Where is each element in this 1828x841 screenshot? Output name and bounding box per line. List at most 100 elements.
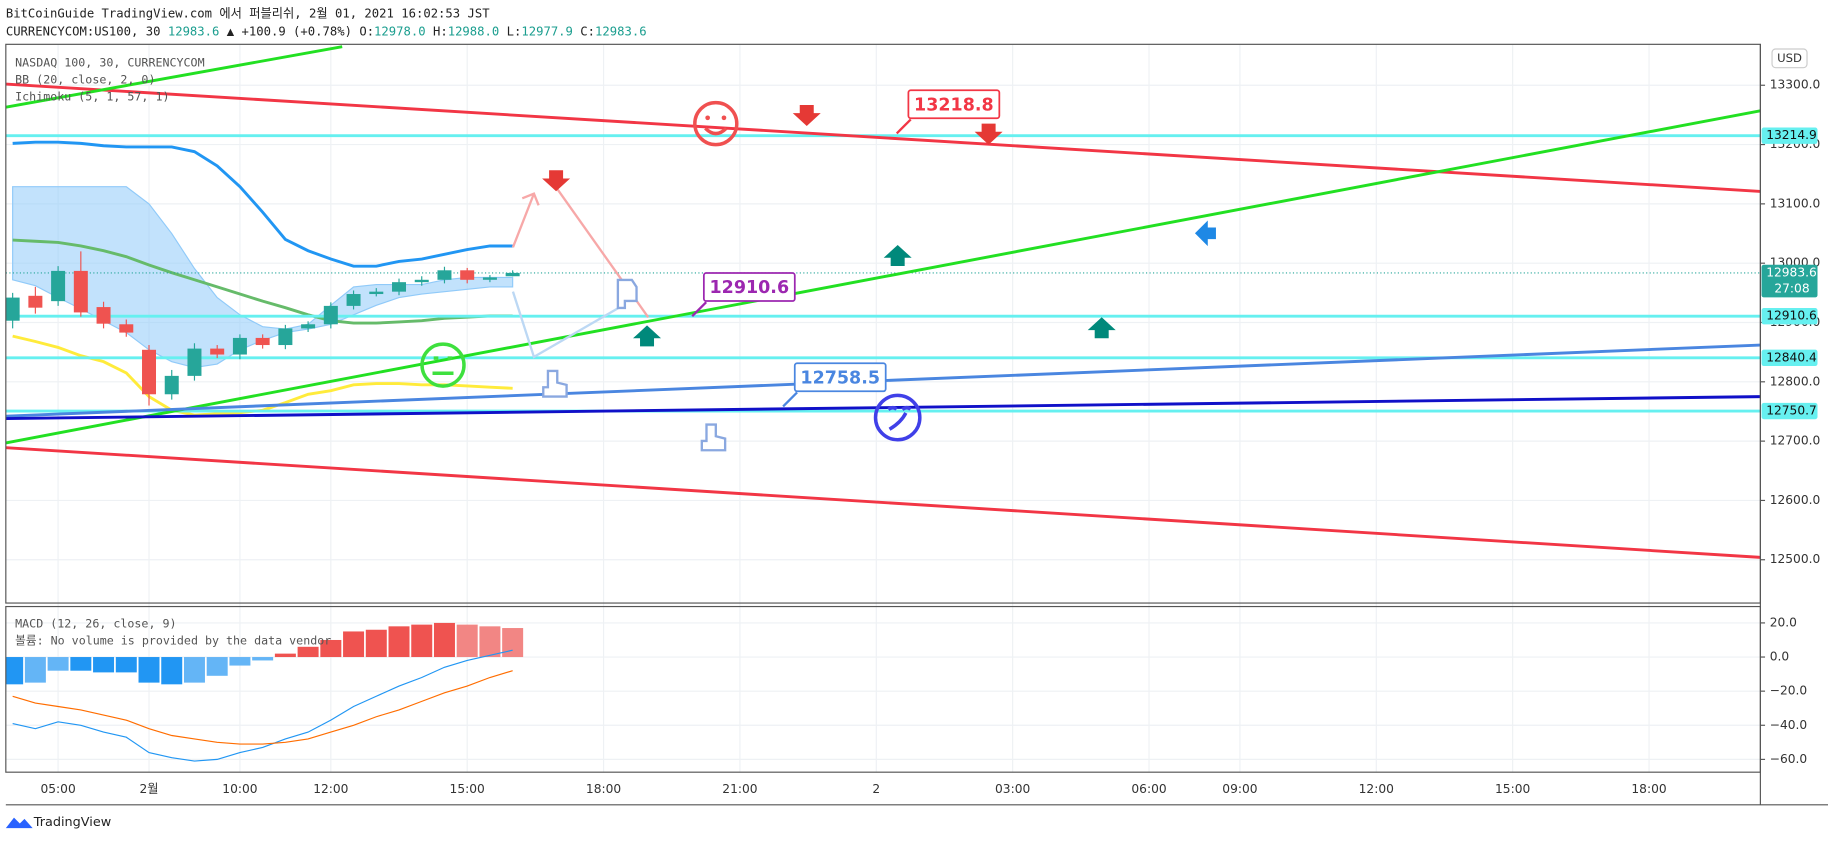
candle-body bbox=[323, 305, 338, 325]
face bbox=[873, 393, 922, 442]
face bbox=[693, 100, 739, 147]
candle-body bbox=[73, 270, 88, 313]
candle-body bbox=[187, 348, 202, 376]
y-tick-label: −20.0 bbox=[1770, 684, 1807, 698]
y-tick-label: 12600.0 bbox=[1770, 493, 1821, 507]
histogram-bar bbox=[252, 657, 274, 661]
trendline bbox=[5, 45, 343, 109]
price-tag-label: 12910.6 bbox=[1766, 309, 1817, 323]
ohlc-value: 12988.0 bbox=[448, 24, 500, 38]
candle-body bbox=[51, 270, 66, 302]
histogram-bar bbox=[138, 657, 160, 683]
indicator-line bbox=[12, 238, 513, 325]
histogram-bar bbox=[70, 657, 92, 671]
price: 12983.6 bbox=[168, 24, 220, 38]
currency-box bbox=[1771, 48, 1808, 69]
ohlc-value: 12978.0 bbox=[374, 24, 426, 38]
histogram-bar bbox=[502, 628, 524, 658]
trendline bbox=[5, 109, 1761, 445]
histogram-bar bbox=[24, 657, 46, 683]
histogram-bar bbox=[479, 626, 501, 658]
price-tag bbox=[1761, 308, 1818, 325]
histogram-bar bbox=[456, 624, 478, 658]
callout-label: 12758.5 bbox=[800, 368, 880, 388]
y-tick-label: 12800.0 bbox=[1770, 374, 1821, 388]
projection bbox=[521, 192, 540, 206]
arrow-up bbox=[1087, 317, 1116, 339]
arrow-down bbox=[792, 104, 821, 126]
histogram-bar bbox=[297, 646, 319, 658]
histogram-bar bbox=[343, 631, 365, 658]
price-tag bbox=[1761, 127, 1818, 144]
ohlc-key: H: bbox=[433, 24, 448, 38]
x-tick-label: 12:00 bbox=[1359, 782, 1394, 796]
histogram-bar bbox=[411, 624, 433, 658]
last-price-label: 12983.6 bbox=[1766, 265, 1817, 279]
x-tick-label: 15:00 bbox=[450, 782, 485, 796]
histogram-bar bbox=[388, 626, 410, 658]
price-tag bbox=[1761, 349, 1818, 367]
last-price-tag bbox=[1761, 264, 1818, 298]
candle-body bbox=[142, 349, 157, 395]
ohlc-value: 12983.6 bbox=[595, 24, 647, 38]
histogram-bar bbox=[161, 657, 183, 685]
y-tick-label: −60.0 bbox=[1770, 752, 1807, 766]
x-tick-label: 06:00 bbox=[1131, 782, 1166, 796]
face bbox=[420, 342, 466, 388]
x-tick-label: 03:00 bbox=[995, 782, 1030, 796]
candle-body bbox=[232, 337, 247, 355]
histogram-bar bbox=[93, 657, 115, 673]
candle-body bbox=[346, 294, 361, 306]
x-tick-label: 05:00 bbox=[40, 782, 75, 796]
countdown: 27:08 bbox=[1774, 282, 1809, 296]
callout-box bbox=[702, 272, 796, 302]
callout-pointer bbox=[895, 118, 912, 135]
ohlc-value: 12977.9 bbox=[521, 24, 573, 38]
x-tick-label: 09:00 bbox=[1222, 782, 1257, 796]
x-tick-label: 12:00 bbox=[313, 782, 348, 796]
callout-box bbox=[793, 362, 887, 393]
candle-body bbox=[119, 324, 134, 333]
ohlc-key: O: bbox=[359, 24, 374, 38]
histogram-bar bbox=[206, 657, 228, 676]
callout-box bbox=[907, 89, 1001, 120]
candle-body bbox=[414, 279, 429, 283]
candle-body bbox=[437, 270, 452, 280]
candle-body bbox=[460, 270, 475, 280]
candle-body bbox=[505, 272, 520, 277]
candle-body bbox=[301, 324, 316, 329]
candle-body bbox=[482, 277, 497, 280]
candle-body bbox=[369, 291, 384, 295]
trendline bbox=[5, 395, 1761, 421]
drawings bbox=[420, 100, 1216, 452]
histogram-bar bbox=[274, 653, 296, 658]
callout-label: 13218.8 bbox=[914, 95, 994, 115]
grid: 05:00 2월 10:00 12:00 15:00 18:00 21:00 2 03:00 06… bbox=[5, 44, 1821, 796]
price-tag bbox=[1761, 402, 1818, 420]
trendline bbox=[5, 446, 1761, 559]
x-tick-label: 2월 bbox=[139, 782, 158, 796]
arrow-up bbox=[633, 325, 662, 347]
hand-icon bbox=[542, 278, 727, 452]
callout-pointer bbox=[782, 391, 798, 408]
projection bbox=[511, 291, 624, 359]
y-tick-label: 20.0 bbox=[1770, 615, 1797, 629]
callout-pointer bbox=[691, 301, 708, 318]
legend-entry: NASDAQ 100, 30, CURRENCYCOM bbox=[15, 55, 204, 69]
price-tags: 13214.9 12910.6 12840.4 12750.7 12983.6 27:08 bbox=[1761, 127, 1818, 420]
x-tick-label: 21:00 bbox=[722, 782, 757, 796]
symbol: CURRENCYCOM:US100, 30 bbox=[6, 24, 161, 38]
quote-line: CURRENCYCOM:US100, 30 12983.6 ▲ +100.9 (… bbox=[6, 24, 647, 38]
x-tick-label: 15:00 bbox=[1495, 782, 1530, 796]
price-tag-label: 12840.4 bbox=[1766, 350, 1817, 364]
histogram-bar bbox=[229, 657, 251, 666]
histogram-bar bbox=[47, 657, 69, 671]
y-tick-label: 12700.0 bbox=[1770, 434, 1821, 448]
y-tick-label: 12500.0 bbox=[1770, 552, 1821, 566]
candle-body bbox=[278, 328, 293, 346]
candle-body bbox=[210, 348, 225, 355]
x-tick-label: 2 bbox=[872, 782, 880, 796]
y-tick-label: 13300.0 bbox=[1770, 78, 1821, 92]
